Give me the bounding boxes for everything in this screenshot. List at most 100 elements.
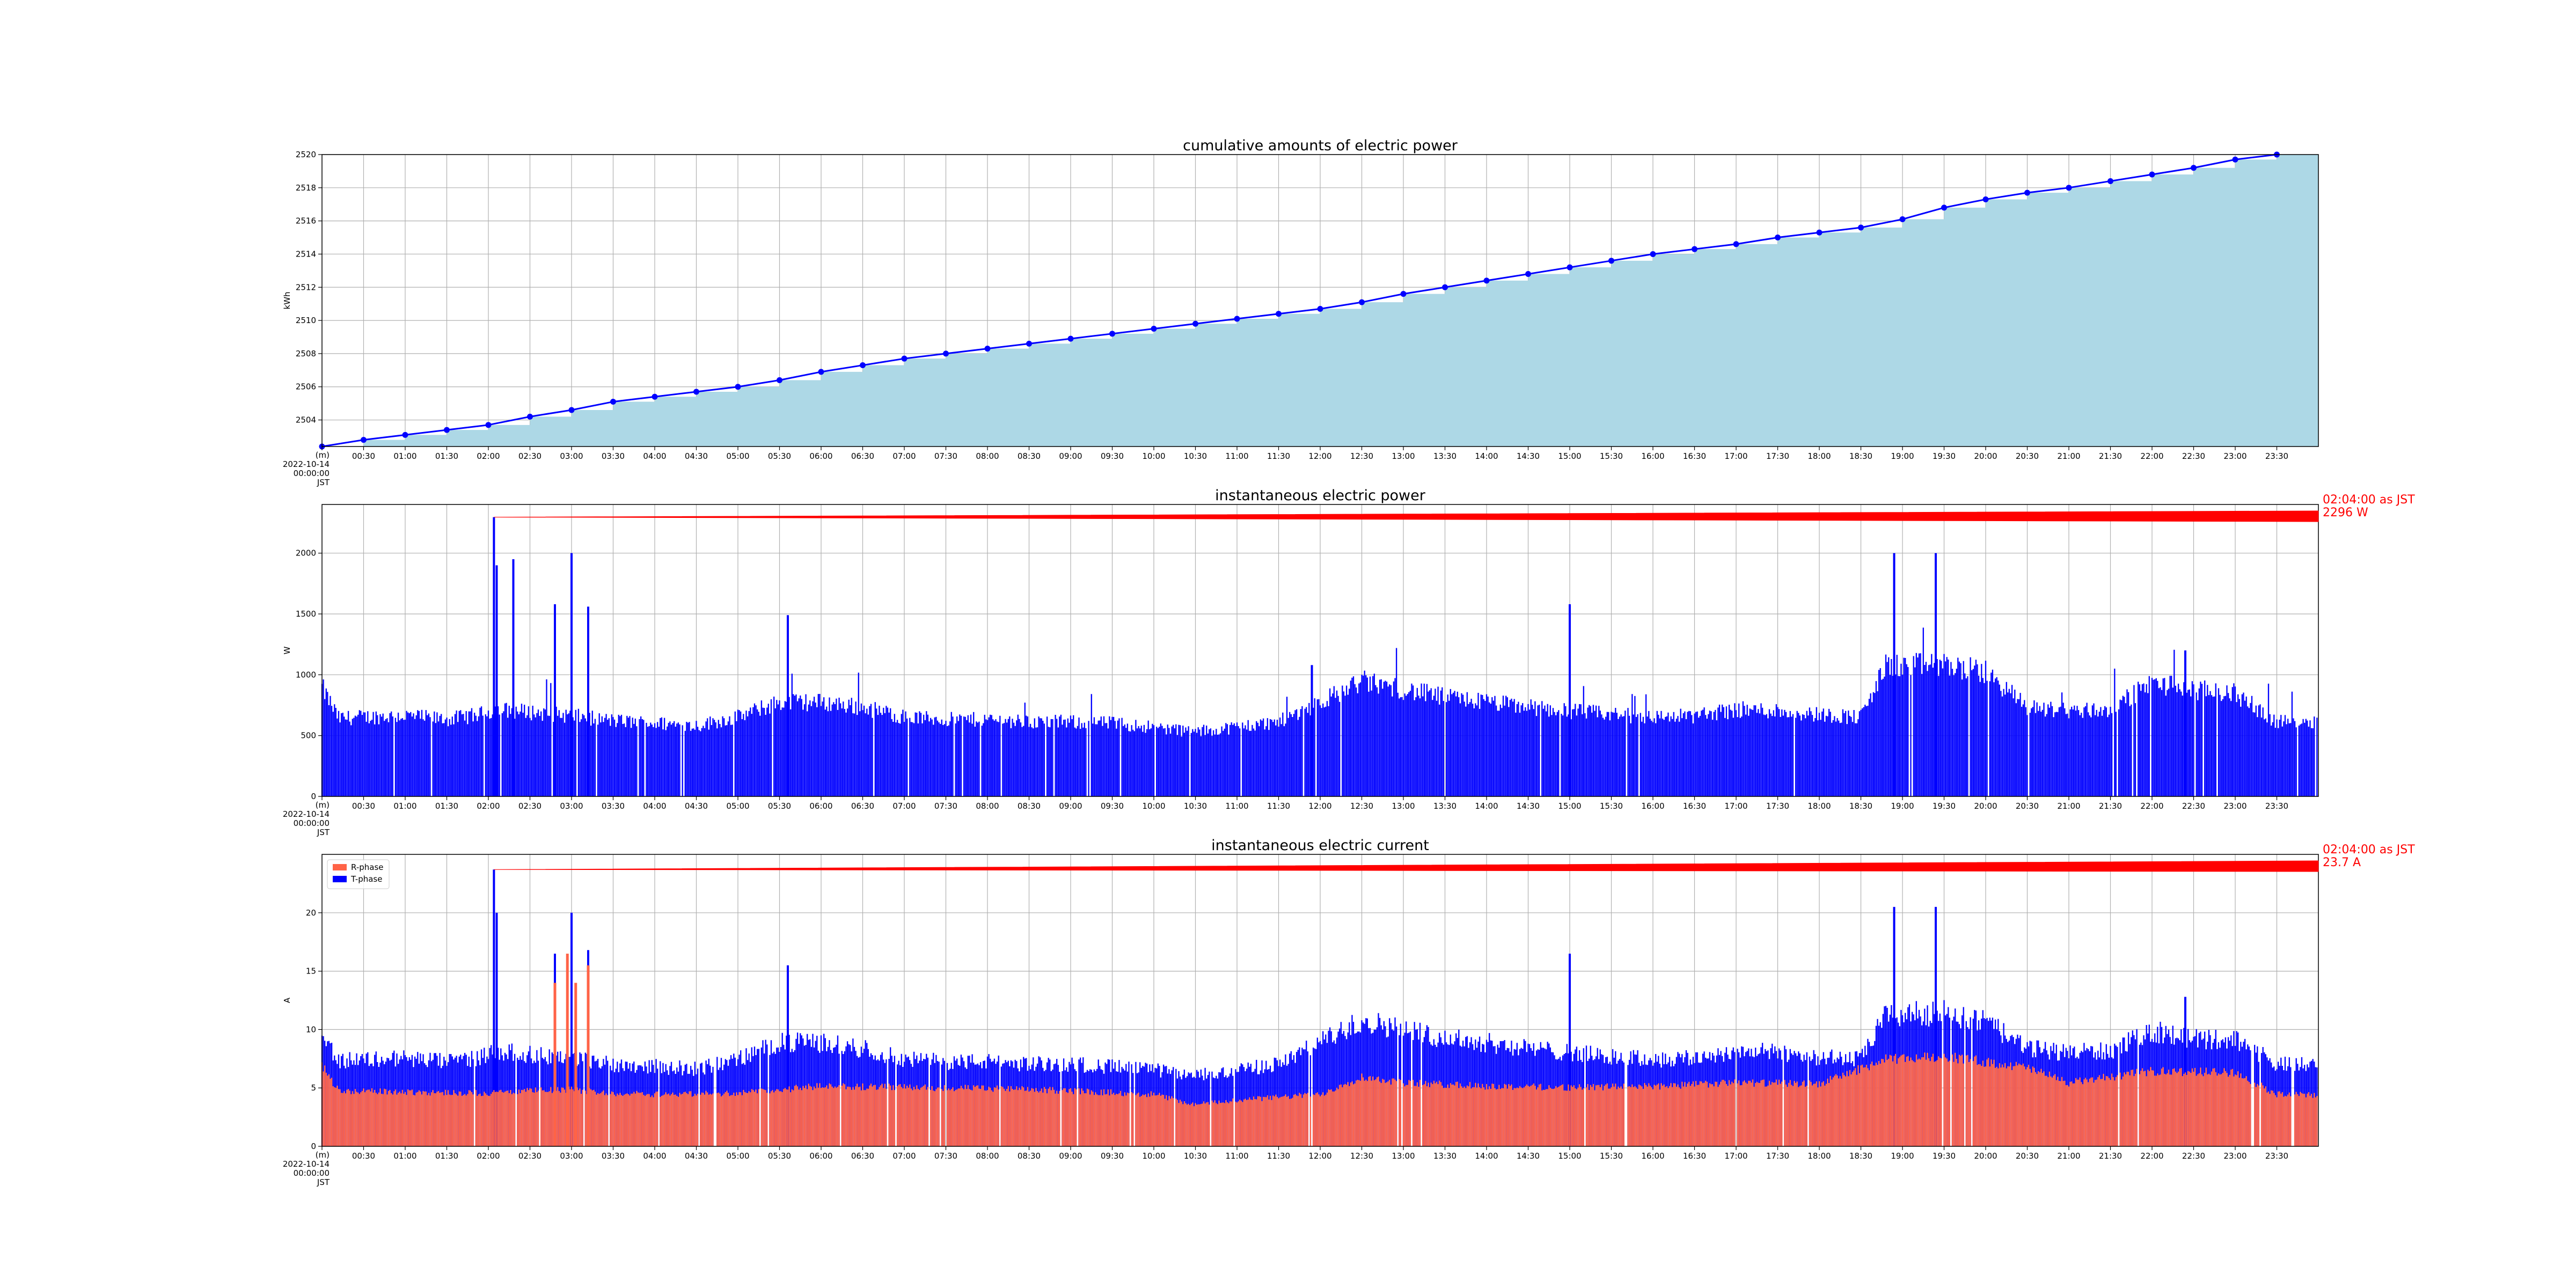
cumulative-point [444,427,450,433]
x-tick-label: 05:30 [768,801,791,811]
x-tick-label: 14:00 [1475,801,1498,811]
x-tick-label: 21:00 [2057,801,2080,811]
x-tick-label: 09:30 [1101,1151,1124,1161]
cumulative-point [984,346,991,352]
cumulative-power-ylabel: kWh [282,291,292,309]
y-tick-label: 20 [306,908,316,918]
x-tick-label: 21:00 [2057,451,2080,461]
y-tick-label: 500 [301,731,316,741]
x-tick-label: 18:00 [1807,451,1831,461]
x-tick-label: 21:00 [2057,1151,2080,1161]
axes-frame [321,154,2319,447]
x-tick-label: 19:00 [1891,801,1914,811]
x-tick-label: 08:00 [976,1151,999,1161]
x-tick-label: 02:30 [518,1151,541,1161]
x-tick-label: 04:00 [643,451,666,461]
cumulative-point [2024,189,2030,196]
x-tick-label: 17:00 [1724,451,1747,461]
cumulative-series-line [321,153,2277,448]
x-tick-label: 05:30 [768,451,791,461]
x-tick-label: 14:00 [1475,451,1498,461]
cumulative-point [652,393,658,400]
cumulative-point [1941,204,1947,211]
x-tick-label: 13:00 [1392,451,1415,461]
x-tick-label: 19:00 [1891,451,1914,461]
cumulative-point [901,355,908,362]
cumulative-point [1899,216,1906,223]
x-tick-label: 20:00 [1974,801,1997,811]
cumulative-point [2066,185,2072,191]
current-annotation-value: 23.7 A [2323,856,2361,869]
x-tick-label: 22:30 [2182,1151,2205,1161]
x-tick-label-origin: 00:00:00 [294,1168,330,1178]
x-tick-label: 18:00 [1807,801,1831,811]
cumulative-point [1400,291,1407,297]
x-tick-label: 10:00 [1142,451,1165,461]
current-legend: R-phase T-phase [327,859,390,889]
cumulative-power-axes: 2504 2506 2508 2510 2512 2514 2516 2518 2520 00:3… [283,150,2319,487]
y-tick-label: 2000 [296,548,316,558]
x-tick-label: 10:00 [1142,1151,1165,1161]
cumulative-point [1109,331,1115,337]
x-tick-label: 06:30 [851,801,874,811]
x-tick-label: 17:00 [1724,801,1747,811]
cumulative-point [568,407,575,413]
x-tick-label: 23:30 [2265,451,2288,461]
x-tick-label: 11:30 [1267,451,1290,461]
cumulative-point [1816,229,1823,236]
cumulative-point [1650,251,1656,257]
y-tick-label: 2512 [296,282,316,292]
x-tick-label: 22:30 [2182,801,2205,811]
x-tick-label: 03:00 [560,451,583,461]
x-tick-label: 05:30 [768,1151,791,1161]
x-tick-label: 12:30 [1350,801,1373,811]
cumulative-point [1067,335,1074,342]
x-tick-label: 20:00 [1974,451,1997,461]
x-tick-label: 10:00 [1142,801,1165,811]
x-tick-label: 03:30 [602,1151,625,1161]
x-tick-label-origin: 2022-10-14 [283,1159,330,1169]
x-tick-label: 15:00 [1558,1151,1581,1161]
x-tick-label: 01:30 [435,1151,458,1161]
x-tick-label: 09:00 [1059,1151,1082,1161]
x-tick-label: 09:00 [1059,451,1082,461]
cumulative-point [1525,271,1531,277]
x-tick-label: 13:30 [1433,451,1457,461]
x-tick-label: 08:00 [976,451,999,461]
instantaneous-current-ylabel: A [282,997,292,1003]
cumulative-point [1858,224,1864,231]
x-tick-label: 09:30 [1101,451,1124,461]
x-tick-label: 16:30 [1683,1151,1706,1161]
cumulative-point [818,369,824,375]
cumulative-power-title: cumulative amounts of electric power [1183,137,1458,154]
x-tick-label: 01:30 [435,451,458,461]
instantaneous-power-axes: 0 500 1000 1500 2000 00:30 01:00 01:30 02:00 02:3… [283,504,2319,837]
y-tick-label: 0 [311,792,316,801]
x-tick-label: 17:00 [1724,1151,1747,1161]
x-tick-label: 01:30 [435,801,458,811]
x-tick-label: 06:30 [851,451,874,461]
legend-label-t-phase: T-phase [350,874,382,884]
x-tick-label: 18:30 [1849,801,1872,811]
x-tick-label: 08:30 [1018,1151,1041,1161]
y-tick-label: 1500 [296,609,316,619]
annotation-arrow [494,510,2319,522]
cumulative-point [1317,305,1323,312]
x-tick-label: 11:00 [1225,801,1248,811]
x-tick-label: 02:00 [477,801,500,811]
x-tick-label: 11:00 [1225,451,1248,461]
x-tick-label: 05:00 [726,451,749,461]
x-tick-label: 23:30 [2265,1151,2288,1161]
x-tick-label: 00:30 [352,801,375,811]
cumulative-point [1567,264,1573,270]
cumulative-point [402,431,408,438]
cumulative-point [1276,311,1282,317]
x-tick-label: 01:00 [393,1151,416,1161]
x-tick-label: 21:30 [2099,801,2122,811]
x-tick-label: 17:30 [1766,1151,1789,1161]
x-tick-label: 15:30 [1600,451,1623,461]
y-tick-label: 0 [311,1141,316,1151]
